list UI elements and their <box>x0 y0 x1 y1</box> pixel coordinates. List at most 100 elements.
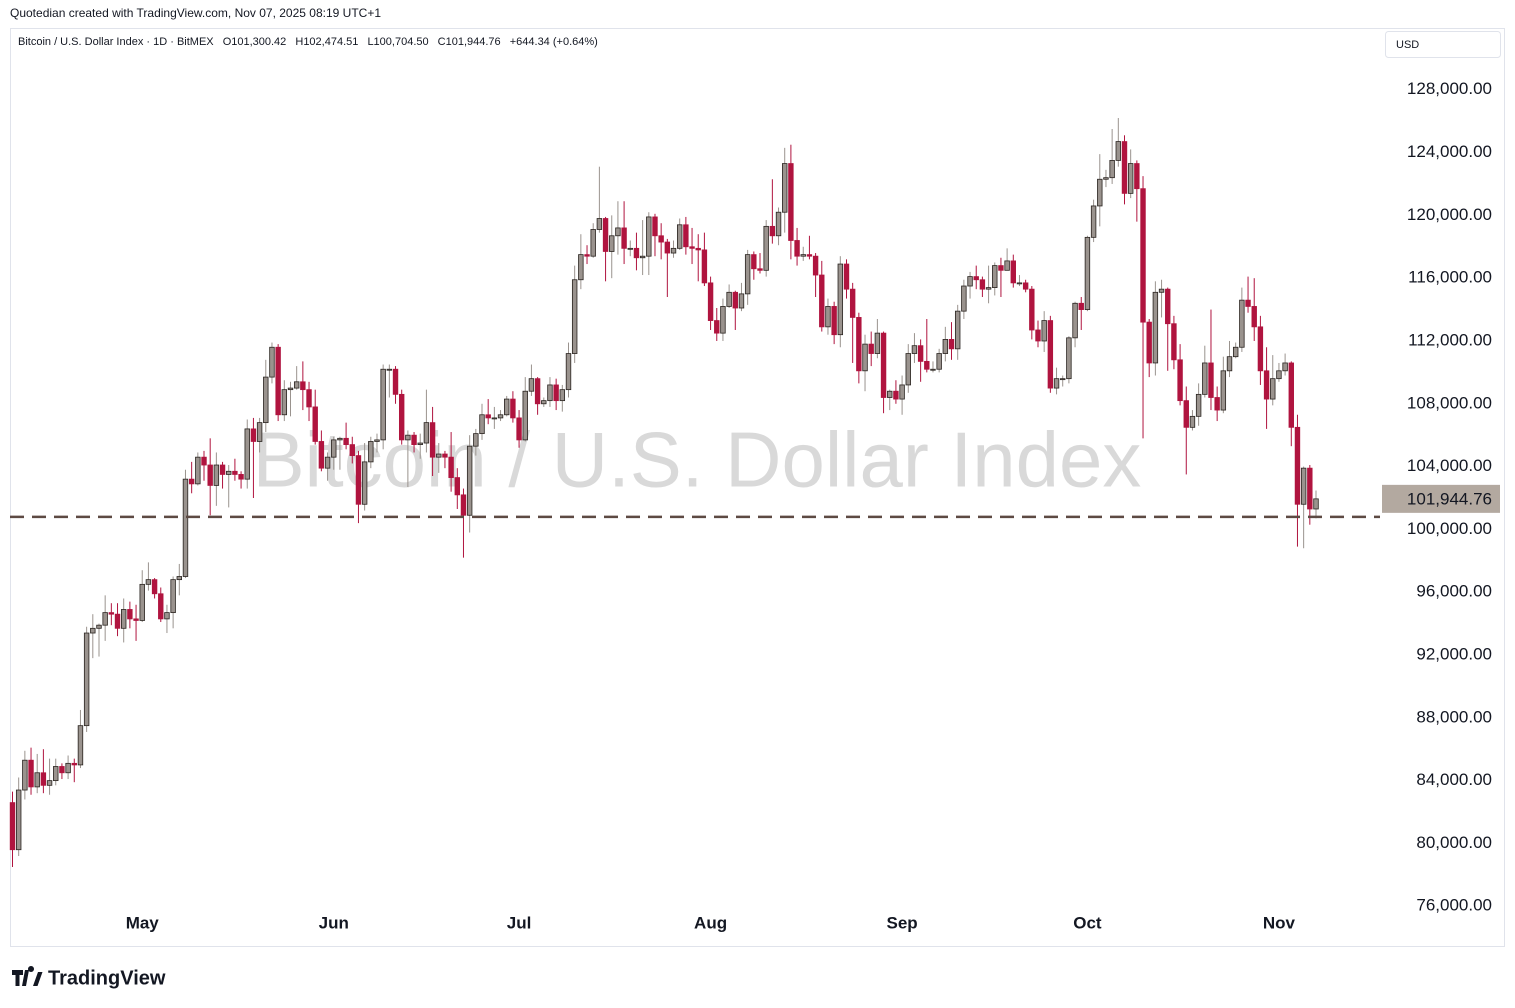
candle-body <box>819 274 825 328</box>
candle-body <box>1016 282 1023 285</box>
y-tick-label: 112,000.00 <box>1408 330 1492 349</box>
candle-body <box>318 441 325 469</box>
candle-body <box>59 766 65 774</box>
candle-body <box>90 627 96 634</box>
candle-body <box>1078 302 1084 310</box>
candle-body <box>1097 178 1103 207</box>
candle-body <box>436 453 442 458</box>
y-tick-label: 116,000.00 <box>1408 268 1492 287</box>
candle-body <box>701 249 708 284</box>
candle-body <box>1214 397 1220 411</box>
candle-body <box>1109 160 1115 179</box>
candle-body <box>9 802 16 851</box>
candle-body <box>83 632 90 727</box>
y-tick-label: 128,000.00 <box>1407 79 1492 98</box>
candle-body <box>170 579 176 614</box>
candle-body <box>145 579 152 585</box>
candle-body <box>596 218 603 230</box>
y-tick-label: 104,000.00 <box>1407 456 1492 475</box>
symbol: Bitcoin / U.S. Dollar Index · 1D · BitME… <box>18 36 214 48</box>
candle-body <box>609 235 615 252</box>
candle-body <box>1146 321 1152 364</box>
candle-body <box>831 306 837 336</box>
currency[interactable]: USD <box>1396 39 1419 51</box>
x-tick-label: Aug <box>694 913 727 932</box>
candle-body <box>250 428 257 442</box>
y-tick-label: 96,000.00 <box>1416 582 1492 601</box>
plot-area <box>9 118 1380 867</box>
candle-body <box>1270 378 1276 400</box>
candle-body <box>331 439 337 458</box>
candle-body <box>1239 299 1245 348</box>
candle-body <box>269 346 275 378</box>
chart-frame <box>10 28 1505 947</box>
candle-body <box>924 360 930 370</box>
candle-body <box>120 609 127 629</box>
watermark: Bitcoin / U.S. Dollar Index <box>253 416 1142 504</box>
candle-body <box>775 211 782 237</box>
candle-body <box>683 224 689 248</box>
candle-body <box>207 464 213 486</box>
candle-body <box>670 247 677 254</box>
candle-body <box>584 254 590 257</box>
candle-body <box>899 384 905 400</box>
candle-body <box>985 287 992 290</box>
candle-body <box>856 317 862 372</box>
candle-body <box>312 406 318 442</box>
candle-body <box>263 376 269 424</box>
candle-body <box>732 291 738 309</box>
candle-body <box>65 762 71 774</box>
candle-body <box>448 456 454 478</box>
candle-body <box>788 163 794 241</box>
candle-body <box>1189 415 1196 428</box>
ohlc-low: L100,704.50 <box>367 36 428 48</box>
candle-body <box>491 417 498 420</box>
ohlc-close: C101,944.76 <box>438 36 501 48</box>
candle-body <box>1158 288 1165 293</box>
candle-body <box>516 417 522 441</box>
candle-body <box>658 235 664 243</box>
candle-body <box>1313 498 1319 510</box>
candle-body <box>646 216 652 257</box>
candle-body <box>1022 282 1029 290</box>
candle-body <box>1010 260 1016 284</box>
candle-body <box>1152 291 1159 364</box>
candle-body <box>1072 302 1078 339</box>
candle-body <box>423 422 430 444</box>
candle-body <box>565 353 572 391</box>
candle-body <box>213 464 220 486</box>
candle-body <box>751 254 757 270</box>
ohlc-open: O101,300.42 <box>223 36 287 48</box>
candle-body <box>559 389 566 402</box>
candle-body <box>639 255 646 259</box>
candle-body <box>380 368 386 441</box>
candle-body <box>948 339 955 350</box>
candle-body <box>1066 337 1072 380</box>
candle-body <box>1035 329 1041 342</box>
currency-box[interactable] <box>1385 31 1501 58</box>
candle-body <box>627 247 633 250</box>
candle-body <box>843 263 850 290</box>
candle-body <box>1257 326 1264 372</box>
candle-body <box>337 437 343 441</box>
candle-body <box>1084 236 1091 310</box>
candle-body <box>71 762 77 766</box>
candle-body <box>1165 288 1171 325</box>
candle-body <box>541 400 547 405</box>
candle-body <box>374 439 380 442</box>
candle-body <box>46 780 53 786</box>
candle-body <box>77 725 84 766</box>
candle-body <box>1282 362 1288 372</box>
candle-body <box>806 254 813 257</box>
candle-body <box>238 474 244 480</box>
candle-body <box>578 254 584 281</box>
candle-body <box>244 428 250 480</box>
candle-body <box>504 398 510 416</box>
candle-body <box>1288 362 1294 428</box>
candle-body <box>534 378 541 405</box>
candle-body <box>1140 188 1146 323</box>
candle-body <box>460 494 467 516</box>
candle-body <box>133 618 139 621</box>
candle-body <box>825 306 831 328</box>
candle-body <box>114 613 121 629</box>
